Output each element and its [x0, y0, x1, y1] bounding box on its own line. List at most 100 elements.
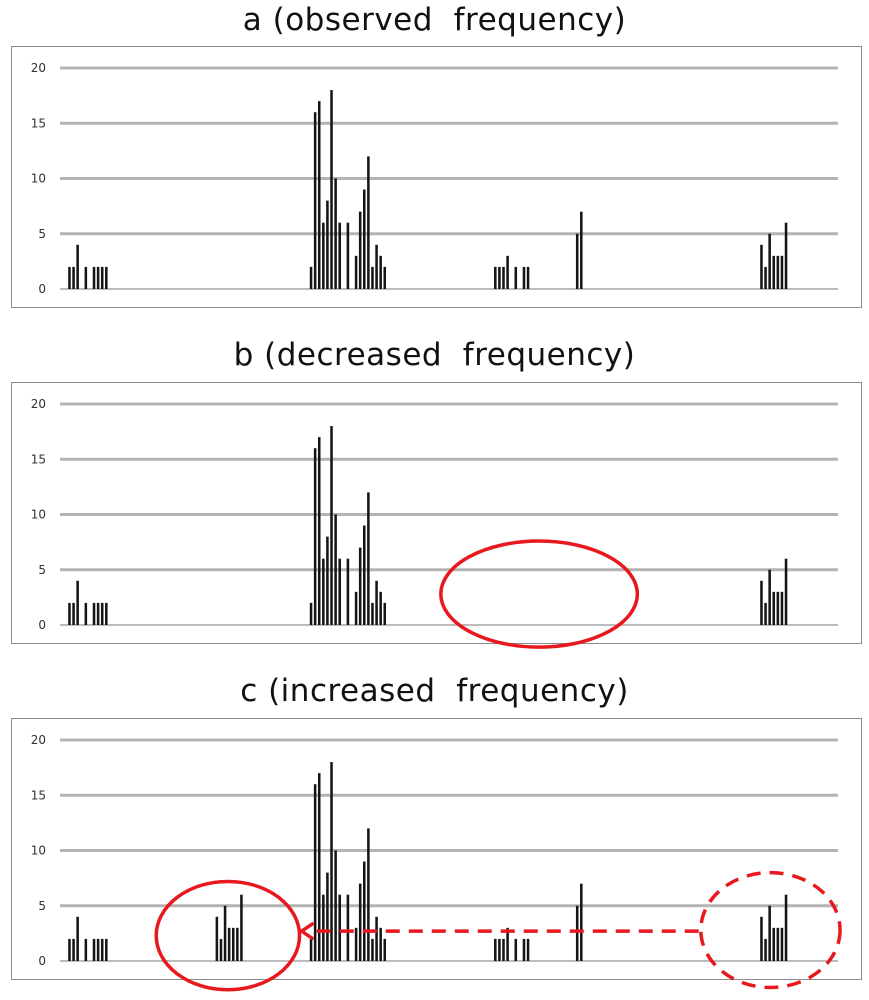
- bar: [768, 233, 771, 289]
- highlight-ellipse: [154, 879, 302, 992]
- bar: [322, 558, 325, 625]
- chart-b-frame: 0 5 10 15 20: [11, 382, 862, 649]
- y-tick-label: 0: [38, 954, 46, 968]
- bar: [92, 938, 96, 961]
- bar: [768, 905, 771, 961]
- highlight-ellipse: [439, 539, 640, 649]
- bar: [309, 938, 313, 961]
- bar: [776, 927, 780, 961]
- bar: [326, 872, 329, 961]
- bar: [96, 266, 100, 289]
- bar: [526, 938, 530, 961]
- bar: [772, 255, 776, 289]
- bar: [236, 927, 239, 961]
- bar: [309, 602, 313, 625]
- bar: [383, 938, 387, 961]
- bar: [76, 916, 79, 961]
- bar: [334, 514, 337, 625]
- y-tick-label: 10: [31, 844, 46, 858]
- bar: [76, 580, 79, 625]
- bar: [760, 244, 763, 289]
- bar: [768, 569, 771, 625]
- bar: [776, 591, 780, 625]
- chart-a-plot: 0 5 10 15 20: [31, 61, 838, 296]
- bar: [92, 266, 96, 289]
- y-tick-label: 0: [38, 618, 46, 632]
- bar: [498, 938, 501, 961]
- bar: [494, 266, 497, 289]
- bar: [334, 850, 337, 961]
- bar: [367, 828, 370, 961]
- bar: [358, 547, 362, 625]
- bar: [338, 222, 341, 289]
- bar: [354, 255, 358, 289]
- y-tick-label: 20: [31, 397, 46, 411]
- bar: [231, 927, 235, 961]
- chart-b-plot: 0 5 10 15 20: [31, 397, 838, 649]
- bar: [100, 938, 104, 961]
- bar: [764, 938, 767, 961]
- bar: [371, 266, 374, 289]
- bar: [506, 927, 509, 961]
- bar: [322, 222, 325, 289]
- bar: [100, 266, 104, 289]
- bar: [367, 492, 370, 625]
- bar: [326, 200, 329, 289]
- bar: [772, 927, 776, 961]
- bar: [72, 602, 75, 625]
- bar: [379, 255, 382, 289]
- bar: [780, 927, 784, 961]
- bar: [223, 905, 227, 961]
- bar: [575, 905, 579, 961]
- bar: [322, 894, 325, 961]
- bar: [330, 426, 333, 625]
- chart-b-title: b (decreased frequency): [233, 337, 636, 373]
- bar: [494, 938, 497, 961]
- bar: [72, 266, 75, 289]
- chart-c-frame: 0 5 10 15 20: [11, 718, 862, 992]
- chart-a-title: a (observed frequency): [242, 2, 627, 38]
- bar: [100, 602, 104, 625]
- bar: [780, 591, 784, 625]
- bar: [68, 266, 71, 289]
- bar: [68, 938, 71, 961]
- y-tick-label: 5: [38, 899, 46, 913]
- chart-c-plot: 0 5 10 15 20: [31, 733, 842, 992]
- bar: [764, 602, 767, 625]
- bar: [215, 916, 219, 961]
- bar: [514, 938, 518, 961]
- bar: [375, 244, 378, 289]
- bar: [526, 266, 530, 289]
- bar: [346, 222, 350, 289]
- bar: [375, 916, 378, 961]
- bar: [354, 591, 358, 625]
- bar: [784, 558, 788, 625]
- bar: [522, 938, 526, 961]
- bar: [498, 266, 501, 289]
- bar: [575, 233, 579, 289]
- bar: [334, 178, 337, 289]
- bar: [760, 916, 763, 961]
- bar: [346, 558, 350, 625]
- bar: [219, 938, 223, 961]
- bar: [317, 437, 321, 625]
- bar: [784, 222, 788, 289]
- y-tick-label: 15: [31, 116, 46, 130]
- bar: [105, 938, 108, 961]
- bar: [776, 255, 780, 289]
- bar: [371, 602, 374, 625]
- bar: [317, 773, 321, 961]
- bar: [502, 938, 505, 961]
- bar: [105, 266, 108, 289]
- bar: [358, 883, 362, 961]
- bar: [502, 266, 505, 289]
- bar: [313, 448, 317, 625]
- bar: [313, 112, 317, 289]
- bar: [346, 894, 350, 961]
- y-tick-label: 10: [31, 508, 46, 522]
- bar: [313, 784, 317, 961]
- bar: [96, 602, 100, 625]
- bar: [84, 602, 88, 625]
- bar: [338, 894, 341, 961]
- bar: [330, 90, 333, 289]
